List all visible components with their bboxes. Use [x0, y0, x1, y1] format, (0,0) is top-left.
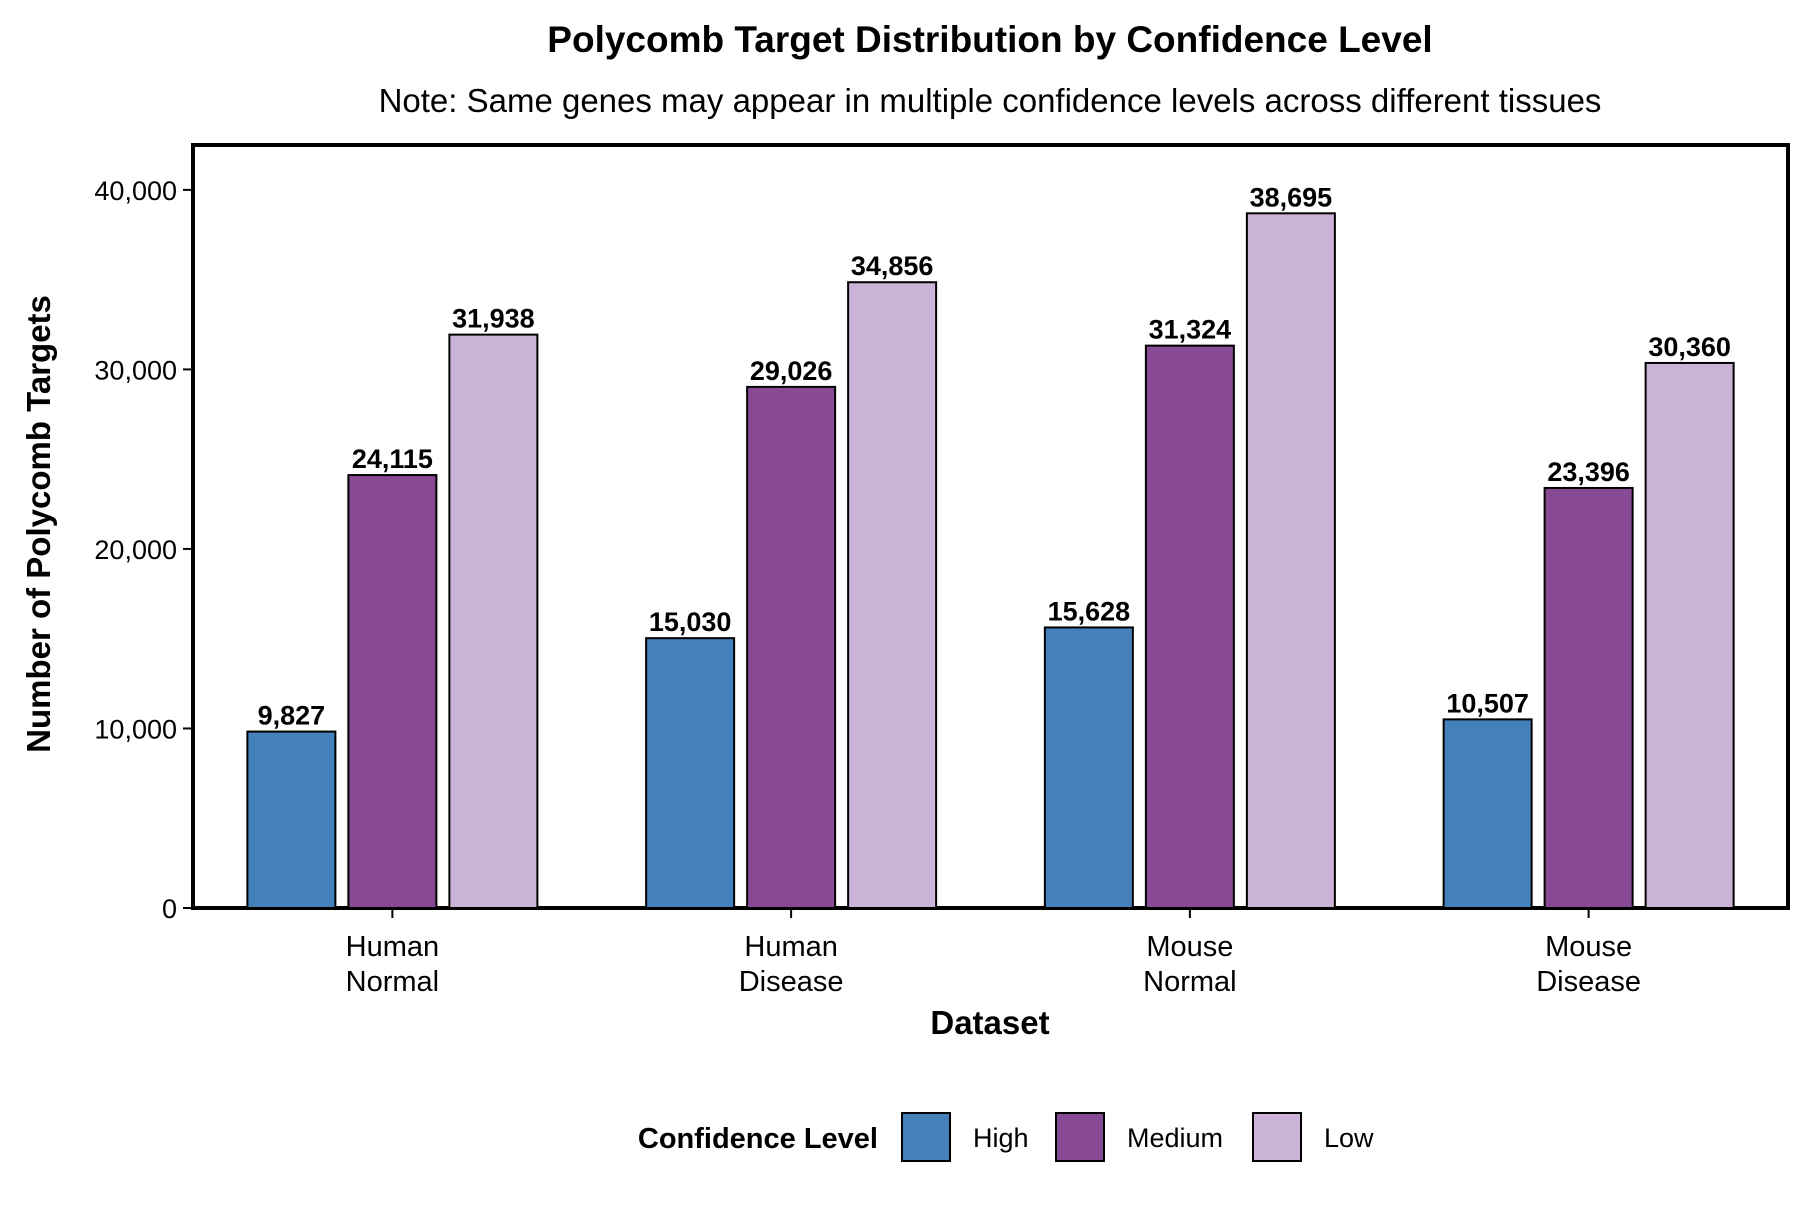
data-label: 23,396 [1547, 457, 1630, 487]
legend-label-medium: Medium [1127, 1123, 1223, 1153]
y-tick-label: 20,000 [94, 535, 177, 565]
plot-frame [191, 143, 1790, 910]
bar-high [645, 637, 736, 909]
bar-low [1644, 361, 1735, 909]
chart-subtitle: Note: Same genes may appear in multiple … [379, 82, 1602, 119]
data-label: 29,026 [750, 356, 833, 386]
legend-swatch-medium [1055, 1112, 1105, 1162]
bar-medium [1543, 486, 1634, 909]
data-label: 31,938 [452, 304, 535, 334]
data-label: 15,030 [649, 607, 732, 637]
x-tick-label: Human Disease [739, 931, 844, 998]
y-tick-label: 0 [162, 894, 177, 924]
plot-area: 0 10,000 20,000 30,000 40,000 Human Normal 9,82… [94, 143, 1790, 998]
data-label: 24,115 [352, 444, 433, 474]
bar-low [448, 333, 539, 909]
x-tick-label: Mouse Normal [1143, 931, 1236, 998]
chart-title: Polycomb Target Distribution by Confiden… [547, 19, 1432, 60]
legend-title: Confidence Level [638, 1123, 878, 1155]
x-axis-title: Dataset [930, 1004, 1049, 1041]
bar-medium [1144, 344, 1235, 909]
bar-medium [347, 474, 438, 909]
y-tick-label: 30,000 [94, 355, 177, 385]
bar-high [1043, 626, 1134, 910]
data-label: 38,695 [1250, 182, 1333, 212]
data-label: 30,360 [1648, 332, 1731, 362]
y-tick-label: 40,000 [94, 176, 177, 206]
legend: Confidence Level High Medium Low [638, 1112, 1374, 1162]
x-tick-label: Human Normal [346, 931, 440, 998]
legend-label-high: High [973, 1123, 1029, 1153]
data-label: 10,507 [1446, 688, 1529, 718]
data-label: 9,827 [258, 701, 326, 731]
data-label: 34,856 [851, 251, 934, 281]
bar-high [246, 730, 337, 910]
x-tick-label: Mouse Disease [1536, 931, 1641, 998]
data-label: 31,324 [1149, 315, 1232, 345]
legend-label-low: Low [1324, 1123, 1374, 1153]
bar-high [1442, 718, 1533, 910]
legend-swatch-low [1252, 1112, 1302, 1162]
data-label: 15,628 [1048, 596, 1131, 626]
y-axis-title: Number of Polycomb Targets [20, 295, 57, 753]
legend-swatch-high [901, 1112, 951, 1162]
bar-low [1245, 212, 1336, 910]
y-tick-label: 10,000 [94, 714, 177, 744]
bar-low [847, 281, 938, 909]
bar-medium [746, 385, 837, 909]
